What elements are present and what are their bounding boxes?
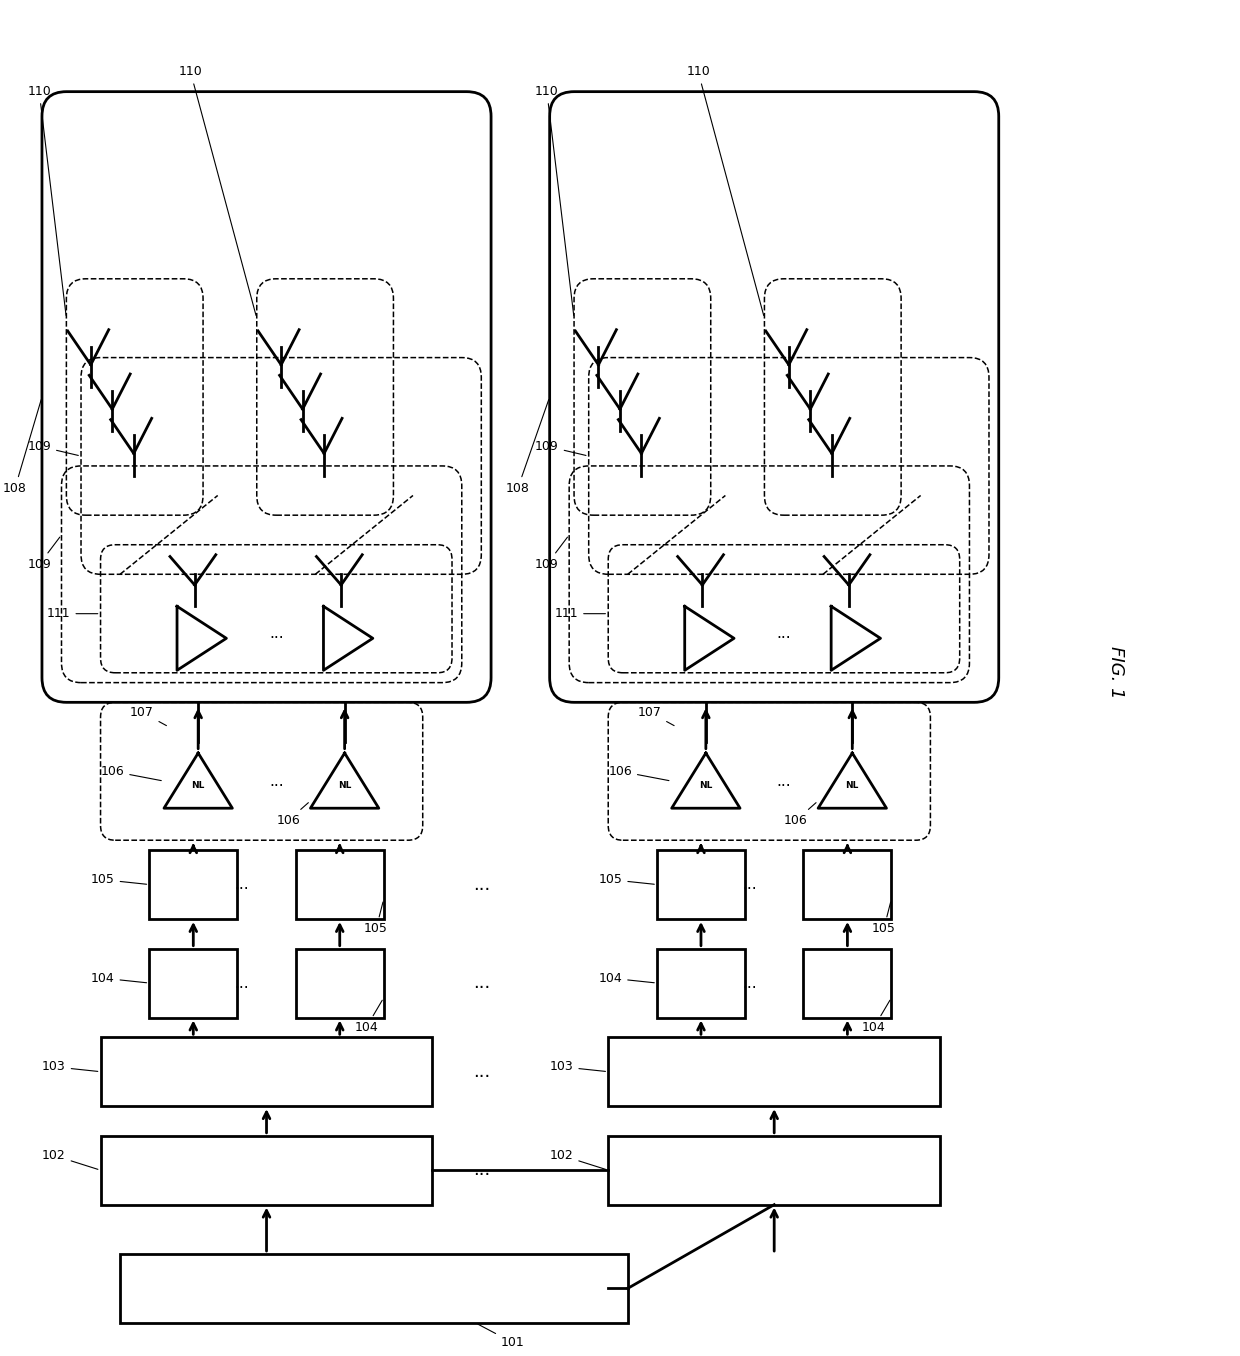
Text: NL: NL bbox=[846, 781, 859, 791]
Text: ...: ... bbox=[472, 1161, 490, 1180]
Bar bbox=[296, 949, 383, 1017]
Text: 105: 105 bbox=[365, 902, 388, 936]
Bar bbox=[609, 1037, 940, 1106]
Text: 102: 102 bbox=[42, 1149, 98, 1169]
Text: 108: 108 bbox=[2, 400, 41, 495]
Text: 106: 106 bbox=[609, 765, 668, 781]
Text: 110: 110 bbox=[179, 65, 255, 316]
Text: ...: ... bbox=[743, 975, 758, 990]
Text: 101: 101 bbox=[477, 1325, 525, 1349]
Bar bbox=[149, 850, 237, 919]
Text: ...: ... bbox=[743, 877, 758, 892]
FancyBboxPatch shape bbox=[42, 92, 491, 702]
Bar bbox=[296, 850, 383, 919]
Bar bbox=[120, 1254, 627, 1323]
Bar bbox=[804, 850, 892, 919]
Text: FIG. 1: FIG. 1 bbox=[1107, 647, 1125, 700]
Text: 107: 107 bbox=[130, 705, 166, 725]
Text: 109: 109 bbox=[27, 439, 78, 456]
Text: ...: ... bbox=[472, 974, 490, 993]
Text: ...: ... bbox=[776, 626, 791, 641]
Text: 102: 102 bbox=[549, 1149, 605, 1169]
Text: 108: 108 bbox=[506, 400, 549, 495]
FancyBboxPatch shape bbox=[549, 92, 998, 702]
Text: NL: NL bbox=[699, 781, 713, 791]
Text: 110: 110 bbox=[534, 85, 574, 316]
Text: 105: 105 bbox=[91, 873, 146, 885]
Text: 109: 109 bbox=[534, 537, 568, 571]
Text: ...: ... bbox=[776, 774, 791, 789]
Text: 104: 104 bbox=[91, 972, 146, 984]
Text: NL: NL bbox=[191, 781, 205, 791]
Text: ...: ... bbox=[269, 626, 284, 641]
Bar bbox=[609, 1136, 940, 1204]
Text: 109: 109 bbox=[534, 439, 587, 456]
Text: 110: 110 bbox=[27, 85, 66, 316]
Text: 105: 105 bbox=[599, 873, 655, 885]
Text: 103: 103 bbox=[549, 1060, 605, 1073]
Text: 107: 107 bbox=[637, 705, 675, 725]
Text: 103: 103 bbox=[42, 1060, 98, 1073]
Bar bbox=[804, 949, 892, 1017]
Text: 111: 111 bbox=[47, 607, 98, 620]
Text: 104: 104 bbox=[862, 1001, 890, 1033]
Bar bbox=[657, 850, 745, 919]
Bar bbox=[149, 949, 237, 1017]
Bar bbox=[657, 949, 745, 1017]
Text: 109: 109 bbox=[27, 537, 60, 571]
Text: ...: ... bbox=[269, 774, 284, 789]
Text: 111: 111 bbox=[554, 607, 605, 620]
Text: 106: 106 bbox=[784, 803, 816, 827]
Text: 105: 105 bbox=[872, 902, 895, 936]
Text: 106: 106 bbox=[277, 803, 309, 827]
Text: ...: ... bbox=[472, 1063, 490, 1081]
Text: 106: 106 bbox=[100, 765, 161, 781]
Text: ...: ... bbox=[234, 877, 249, 892]
Text: 110: 110 bbox=[686, 65, 764, 316]
Text: ...: ... bbox=[234, 975, 249, 990]
Text: ...: ... bbox=[472, 876, 490, 894]
Bar bbox=[100, 1037, 433, 1106]
Text: 104: 104 bbox=[355, 1001, 382, 1033]
Bar bbox=[100, 1136, 433, 1204]
Text: 104: 104 bbox=[599, 972, 655, 984]
Text: NL: NL bbox=[339, 781, 351, 791]
